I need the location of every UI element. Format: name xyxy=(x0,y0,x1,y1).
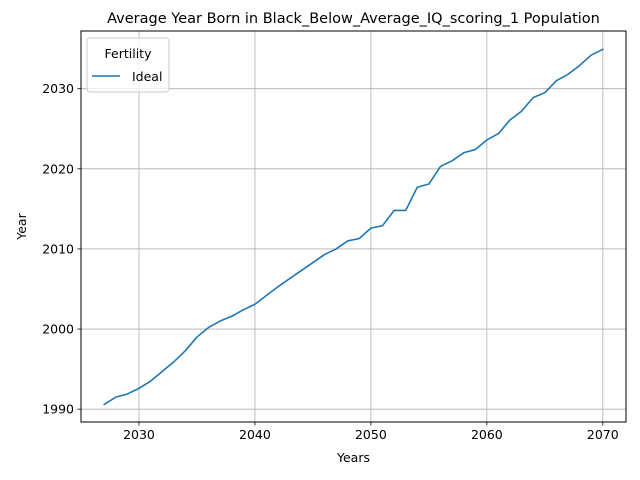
series-line-ideal xyxy=(103,48,604,406)
y-axis-ticks: 1990 2000 2010 2020 2030 xyxy=(42,81,81,417)
y-tick-label: 2000 xyxy=(42,322,74,337)
y-tick-label: 2020 xyxy=(42,161,74,176)
legend-title: Fertility xyxy=(105,46,153,61)
y-axis-title: Year xyxy=(14,212,29,240)
legend-box xyxy=(86,37,170,93)
x-tick-label: 2070 xyxy=(587,427,619,442)
legend-label-ideal: Ideal xyxy=(132,69,162,84)
plot-frame xyxy=(80,30,627,423)
x-tick-label: 2040 xyxy=(239,427,271,442)
legend: Fertility Ideal xyxy=(86,37,170,93)
y-tick-label: 2010 xyxy=(42,241,74,256)
y-tick-label: 1990 xyxy=(42,402,74,417)
x-axis-ticks: 2030 2040 2050 2060 2070 xyxy=(123,422,619,442)
x-tick-label: 2060 xyxy=(471,427,503,442)
series-group xyxy=(103,48,604,406)
x-axis-title: Years xyxy=(336,450,370,465)
chart-title: Average Year Born in Black_Below_Average… xyxy=(107,11,600,27)
y-tick-label: 2030 xyxy=(42,81,74,96)
x-tick-label: 2050 xyxy=(355,427,387,442)
x-tick-label: 2030 xyxy=(123,427,155,442)
grid-lines xyxy=(81,31,626,422)
